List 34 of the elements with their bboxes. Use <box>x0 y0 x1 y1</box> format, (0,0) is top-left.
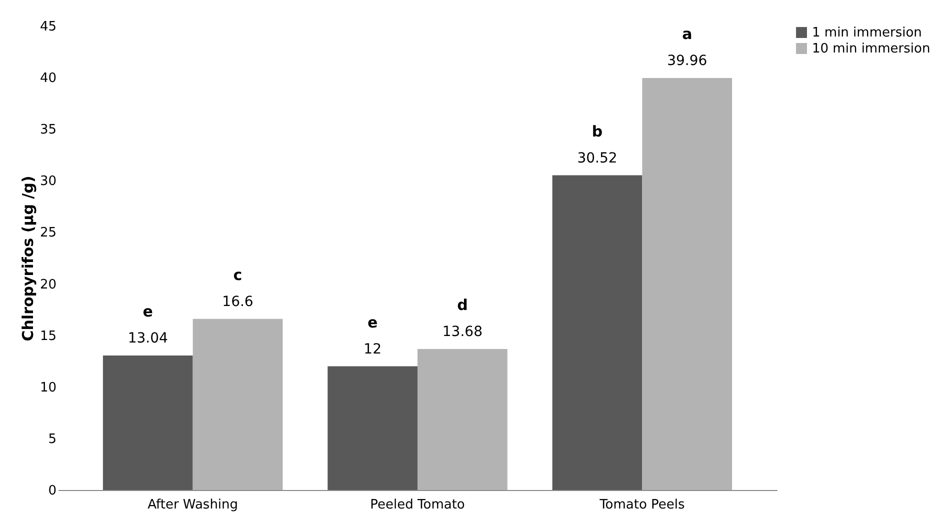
y-tick-label: 45 <box>40 20 56 34</box>
data-label: 12 <box>364 341 382 358</box>
bar <box>418 348 508 490</box>
data-label: 13.68 <box>442 324 482 340</box>
annotation: e <box>142 302 153 321</box>
annotation: c <box>233 266 242 284</box>
annotation: e <box>367 313 378 332</box>
legend-label: 1 min immersion <box>812 26 922 40</box>
annotation: a <box>682 24 692 43</box>
data-label: 16.6 <box>222 294 254 310</box>
y-tick-label: 35 <box>40 122 56 138</box>
y-tick-label: 5 <box>48 432 56 447</box>
data-label: 39.96 <box>667 52 708 69</box>
data-label: 13.04 <box>128 330 168 347</box>
y-tick-label: 0 <box>48 484 56 498</box>
x-tick-label: Peeled Tomato <box>370 498 465 512</box>
annotation: b <box>592 122 603 140</box>
data-label: 30.52 <box>577 150 618 166</box>
x-tick-label: Tomato Peels <box>598 498 686 512</box>
bar <box>552 175 642 490</box>
bar <box>102 356 193 490</box>
y-tick-label: 40 <box>40 71 56 86</box>
y-tick-label: 30 <box>40 174 56 190</box>
annotation: d <box>457 296 468 314</box>
legend-label: 10 min immersion <box>812 42 930 56</box>
y-axis-title: Chlropyrifos (µg /g) <box>18 176 37 342</box>
bar <box>328 366 418 490</box>
y-tick-label: 15 <box>40 328 56 344</box>
y-tick-label: 20 <box>40 277 56 292</box>
y-tick-label: 10 <box>40 380 56 396</box>
bar <box>642 78 732 490</box>
x-tick-label: After Washing <box>148 498 238 512</box>
bar <box>192 318 283 490</box>
y-tick-label: 25 <box>40 226 56 241</box>
